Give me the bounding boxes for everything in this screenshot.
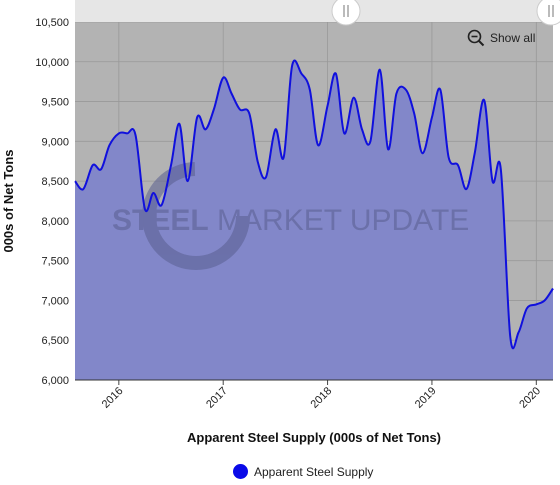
show-all-label: Show all bbox=[490, 31, 536, 45]
y-tick-label: 9,500 bbox=[41, 97, 69, 109]
x-tick-label: 2019 bbox=[413, 385, 439, 411]
y-tick-label: 7,000 bbox=[41, 295, 69, 307]
legend-marker bbox=[233, 464, 248, 479]
navigator-handle-right[interactable] bbox=[536, 0, 560, 26]
legend-item-apparent-steel-supply[interactable]: Apparent Steel Supply bbox=[233, 464, 373, 479]
show-all-button[interactable]: Show all bbox=[467, 29, 535, 47]
y-tick-label: 7,500 bbox=[41, 256, 69, 268]
navigator-handle-left[interactable] bbox=[331, 0, 361, 26]
x-tick-label: 2018 bbox=[309, 385, 335, 411]
y-tick-label: 8,000 bbox=[41, 216, 69, 228]
y-tick-label: 9,000 bbox=[41, 136, 69, 148]
watermark-ring-icon bbox=[142, 162, 250, 270]
zoom-navigator[interactable] bbox=[75, 0, 560, 26]
x-tick-label: 2017 bbox=[204, 385, 230, 411]
x-tick-label: 2016 bbox=[100, 385, 126, 411]
watermark-text: STEEL MARKET UPDATE bbox=[112, 204, 469, 237]
y-tick-label: 10,500 bbox=[35, 17, 69, 29]
y-tick-label: 10,000 bbox=[35, 57, 69, 69]
x-axis-title: Apparent Steel Supply (000s of Net Tons) bbox=[187, 430, 441, 445]
navigator-track[interactable] bbox=[75, 0, 553, 22]
y-tick-label: 8,500 bbox=[41, 176, 69, 188]
y-axis-title: 000s of Net Tons bbox=[1, 149, 16, 252]
y-axis: 6,000 6,500 7,000 7,500 8,000 8,500 9,000 9,500… bbox=[35, 17, 69, 387]
legend-label: Apparent Steel Supply bbox=[254, 464, 374, 479]
series-line-apparent-steel-supply bbox=[74, 59, 554, 350]
y-tick-label: 6,500 bbox=[41, 335, 69, 347]
watermark-logo: STEEL MARKET UPDATE bbox=[112, 162, 469, 270]
y-tick-label: 6,000 bbox=[41, 375, 69, 387]
x-axis: 2016 2017 2018 2019 2020 bbox=[75, 379, 553, 411]
x-tick-label: 2020 bbox=[517, 385, 543, 411]
zoom-out-icon bbox=[467, 29, 485, 47]
